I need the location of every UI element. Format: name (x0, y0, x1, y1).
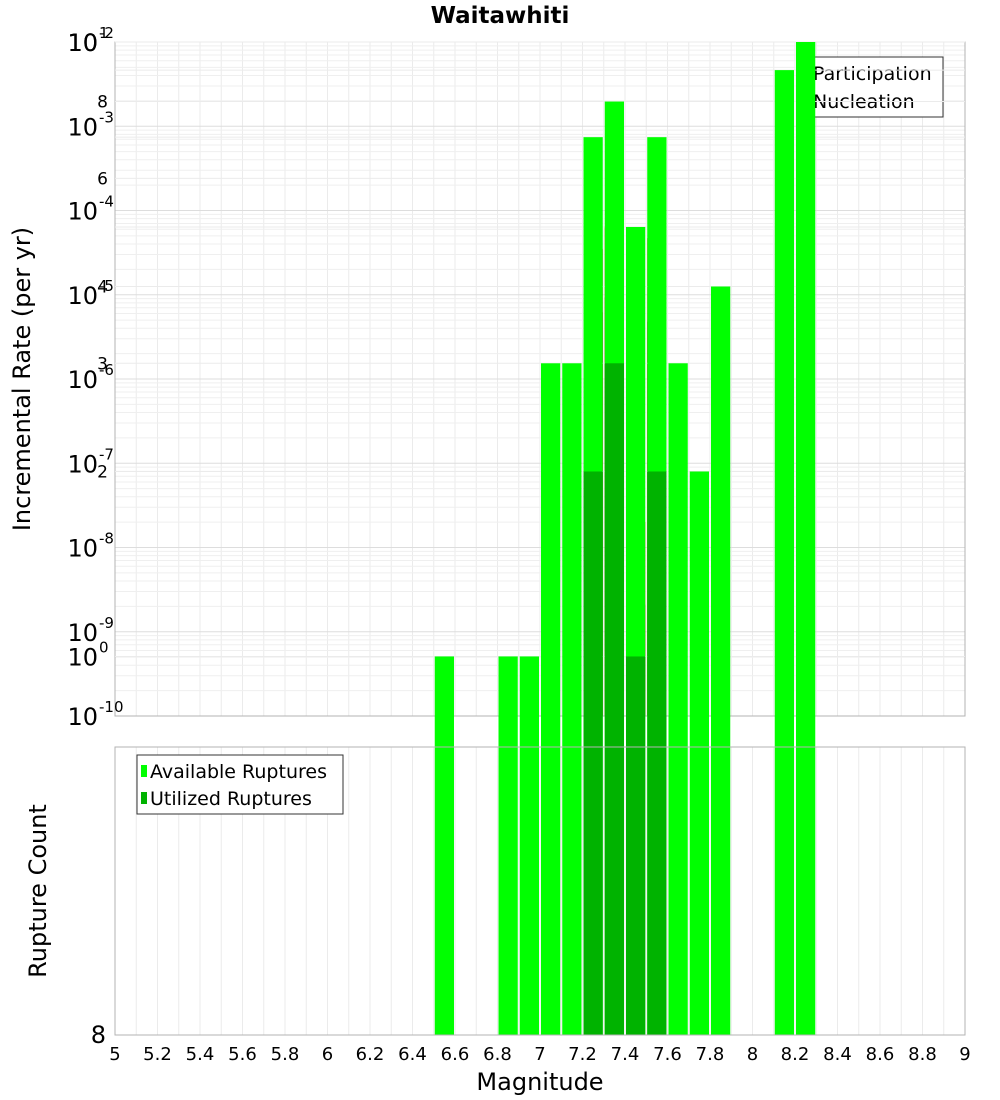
rate-y-tick-base: 10 (67, 282, 98, 310)
rate-y-tick: 10 -6 (67, 361, 114, 394)
count-y-tick-base: 10 (67, 29, 98, 57)
available-legend-label: Available Ruptures (150, 761, 327, 783)
rate-y-tick-labels: 10-210-310-410-510-610-710-810-910-10 (67, 24, 123, 731)
count-y-bottom-label: 8 (91, 1021, 106, 1049)
rate-y-tick-exponent: -3 (99, 108, 114, 126)
available-ruptures-bar (519, 656, 539, 1035)
available-ruptures-bar (711, 286, 731, 1035)
count-legend-box (136, 754, 344, 815)
available-ruptures-bar (562, 363, 582, 1036)
count-bars (434, 42, 816, 1036)
magnitude-tick-labels: 5 5.2 5.4 5.6 5.8 6 6.2 6.4 6.6 6.8 7 7.2 7.4 7.6 7.8 8… (109, 1044, 970, 1065)
rate-y-tick: 10 -2 (67, 24, 114, 57)
rate-y-tick-exponent: -7 (99, 445, 114, 463)
rate-y-tick: 10 -9 (67, 614, 114, 647)
rate-legend-box (798, 56, 944, 118)
count-y-tick-label: 8 (97, 93, 108, 113)
magnitude-tick-label: 5.4 (186, 1044, 215, 1065)
magnitude-tick-label: 6.8 (483, 1044, 512, 1065)
magnitude-tick-label: 7.2 (568, 1044, 597, 1065)
rate-y-tick-exponent: -8 (99, 530, 114, 548)
rate-y-tick-base: 10 (67, 535, 98, 563)
count-gridlines (114, 41, 966, 1035)
rate-y-tick-exponent: -4 (99, 193, 114, 211)
rate-y-tick: 10 -7 (67, 445, 114, 478)
rate-y-tick-exponent: -9 (99, 614, 114, 632)
count-y-tick-label: 4 (97, 278, 108, 298)
available-ruptures-bar (541, 363, 561, 1036)
rate-y-tick-base: 10 (67, 366, 98, 394)
utilized-ruptures-bar (647, 471, 667, 1035)
utilized-legend-label: Utilized Ruptures (150, 788, 312, 810)
magnitude-tick-label: 6 (322, 1044, 333, 1065)
chart-title: Waitawhiti (431, 3, 570, 29)
rate-y-tick-base: 10 (67, 198, 98, 226)
count-y-tick-label: 2 (97, 462, 108, 482)
available-ruptures-bar (668, 363, 688, 1036)
participation-legend-label: Participation (813, 63, 932, 85)
available-ruptures-bar (774, 70, 794, 1035)
magnitude-tick-label: 8.8 (908, 1044, 937, 1065)
magnitude-tick-label: 6.2 (356, 1044, 385, 1065)
rate-y-tick-base: 10 (67, 450, 98, 478)
utilized-legend-swatch (141, 792, 147, 804)
rate-y-tick-exponent: -2 (99, 24, 114, 42)
utilized-ruptures-bar (626, 656, 646, 1035)
rate-y-tick-exponent: -5 (99, 277, 114, 295)
rate-y-tick: 10 -4 (67, 193, 114, 226)
rate-y-tick-base: 10 (67, 29, 98, 57)
count-y-major-tick: 10 0 (67, 638, 108, 671)
magnitude-tick-label: 5.6 (228, 1044, 257, 1065)
count-y-tick-exponent: 0 (99, 638, 109, 656)
magnitude-tick-label: 5 (109, 1044, 120, 1065)
rate-legend: Participation Nucleation (798, 56, 944, 118)
count-y-tick-label: 6 (97, 169, 108, 189)
magnitude-tick-label: 7.4 (611, 1044, 640, 1065)
magnitude-tick-label: 8.6 (866, 1044, 895, 1065)
magnitude-tick-label: 8.4 (823, 1044, 852, 1065)
count-plot-border (114, 746, 966, 1036)
rate-panel: 10-210-310-410-510-610-710-810-910-10 In… (8, 24, 966, 731)
magnitude-tick-label: 7 (534, 1044, 545, 1065)
magnitude-tick-label: 7.8 (696, 1044, 725, 1065)
rate-gridlines (114, 42, 966, 717)
rate-y-tick-base: 10 (67, 113, 98, 141)
magnitude-tick-label: 8 (747, 1044, 758, 1065)
rate-y-tick-exponent: -6 (99, 361, 114, 379)
utilized-ruptures-bar (583, 471, 603, 1035)
count-y-tick-base: 10 (67, 643, 98, 671)
magnitude-tick-label: 8.2 (781, 1044, 810, 1065)
rate-y-tick: 10 -8 (67, 530, 114, 563)
rate-y-axis-label: Incremental Rate (per yr) (8, 227, 36, 531)
count-y-axis-label: Rupture Count (24, 804, 52, 978)
count-y-tick-exponent: 1 (99, 24, 109, 42)
magnitude-axis-label: Magnitude (476, 1068, 603, 1096)
count-legend: Available Ruptures Utilized Ruptures (136, 754, 344, 815)
rate-y-tick: 10 -10 (67, 698, 123, 731)
rate-y-tick-exponent: -10 (99, 698, 124, 716)
rate-y-tick-base: 10 (67, 619, 98, 647)
rate-y-tick: 10 -5 (67, 277, 114, 310)
available-ruptures-bar (434, 656, 454, 1035)
magnitude-tick-label: 9 (959, 1044, 970, 1065)
count-y-tick-label: 3 (97, 354, 108, 374)
magnitude-tick-label: 6.6 (441, 1044, 470, 1065)
available-legend-swatch (141, 765, 147, 777)
count-y-major-tick: 10 1 (67, 24, 108, 57)
magnitude-tick-label: 7.6 (653, 1044, 682, 1065)
utilized-ruptures-bar (604, 363, 624, 1036)
magnitude-tick-label: 6.4 (398, 1044, 427, 1065)
available-ruptures-bar (796, 42, 816, 1035)
magnitude-tick-label: 5.2 (143, 1044, 172, 1065)
magnitude-tick-label: 5.8 (271, 1044, 300, 1065)
rate-y-tick: 10 -3 (67, 108, 114, 141)
rate-y-tick-base: 10 (67, 703, 98, 731)
available-ruptures-bar (689, 471, 709, 1035)
available-ruptures-bar (498, 656, 518, 1035)
